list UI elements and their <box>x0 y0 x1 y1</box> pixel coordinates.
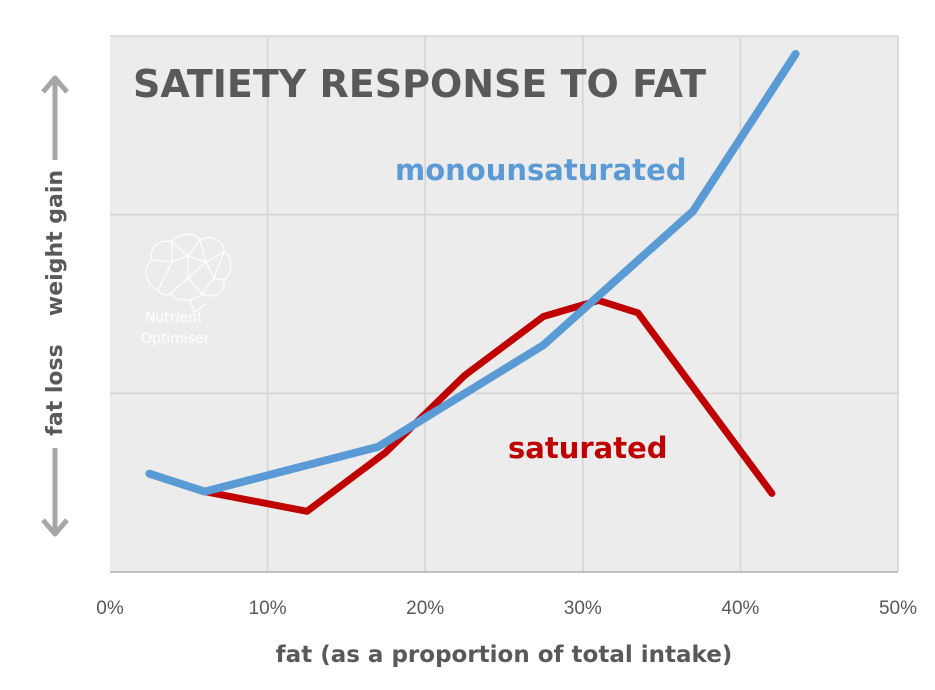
series-line-saturated <box>201 296 776 515</box>
x-tick-label: 20% <box>406 598 444 619</box>
watermark: Nutrient Optimiser <box>141 233 232 347</box>
y-axis-indicator: weight gain fat loss <box>41 75 69 537</box>
x-tick-label: 50% <box>879 598 917 619</box>
y-label-fat-loss: fat loss <box>43 344 68 435</box>
series-line-monounsaturated <box>145 49 800 496</box>
x-tick-label: 30% <box>564 598 602 619</box>
x-tick-labels: 0% 10% 20% 30% 40% 50% <box>96 598 917 619</box>
y-label-weight-gain: weight gain <box>43 170 68 316</box>
x-axis-label: fat (as a proportion of total intake) <box>276 642 733 668</box>
x-tick-label: 0% <box>96 598 124 619</box>
x-tick-label: 10% <box>249 598 287 619</box>
brain-icon <box>145 233 232 313</box>
legend-label-monounsaturated: monounsaturated <box>395 153 687 187</box>
gridlines <box>110 35 899 572</box>
up-arrow-head <box>41 75 69 94</box>
watermark-text-line1: Nutrient <box>145 310 203 326</box>
x-tick-label: 40% <box>721 598 759 619</box>
chart-title: SATIETY RESPONSE TO FAT <box>133 62 706 106</box>
down-arrow-head <box>41 518 69 537</box>
legend-label-saturated: saturated <box>508 431 668 465</box>
watermark-text-line2: Optimiser <box>141 331 210 347</box>
plot-area <box>110 36 898 572</box>
